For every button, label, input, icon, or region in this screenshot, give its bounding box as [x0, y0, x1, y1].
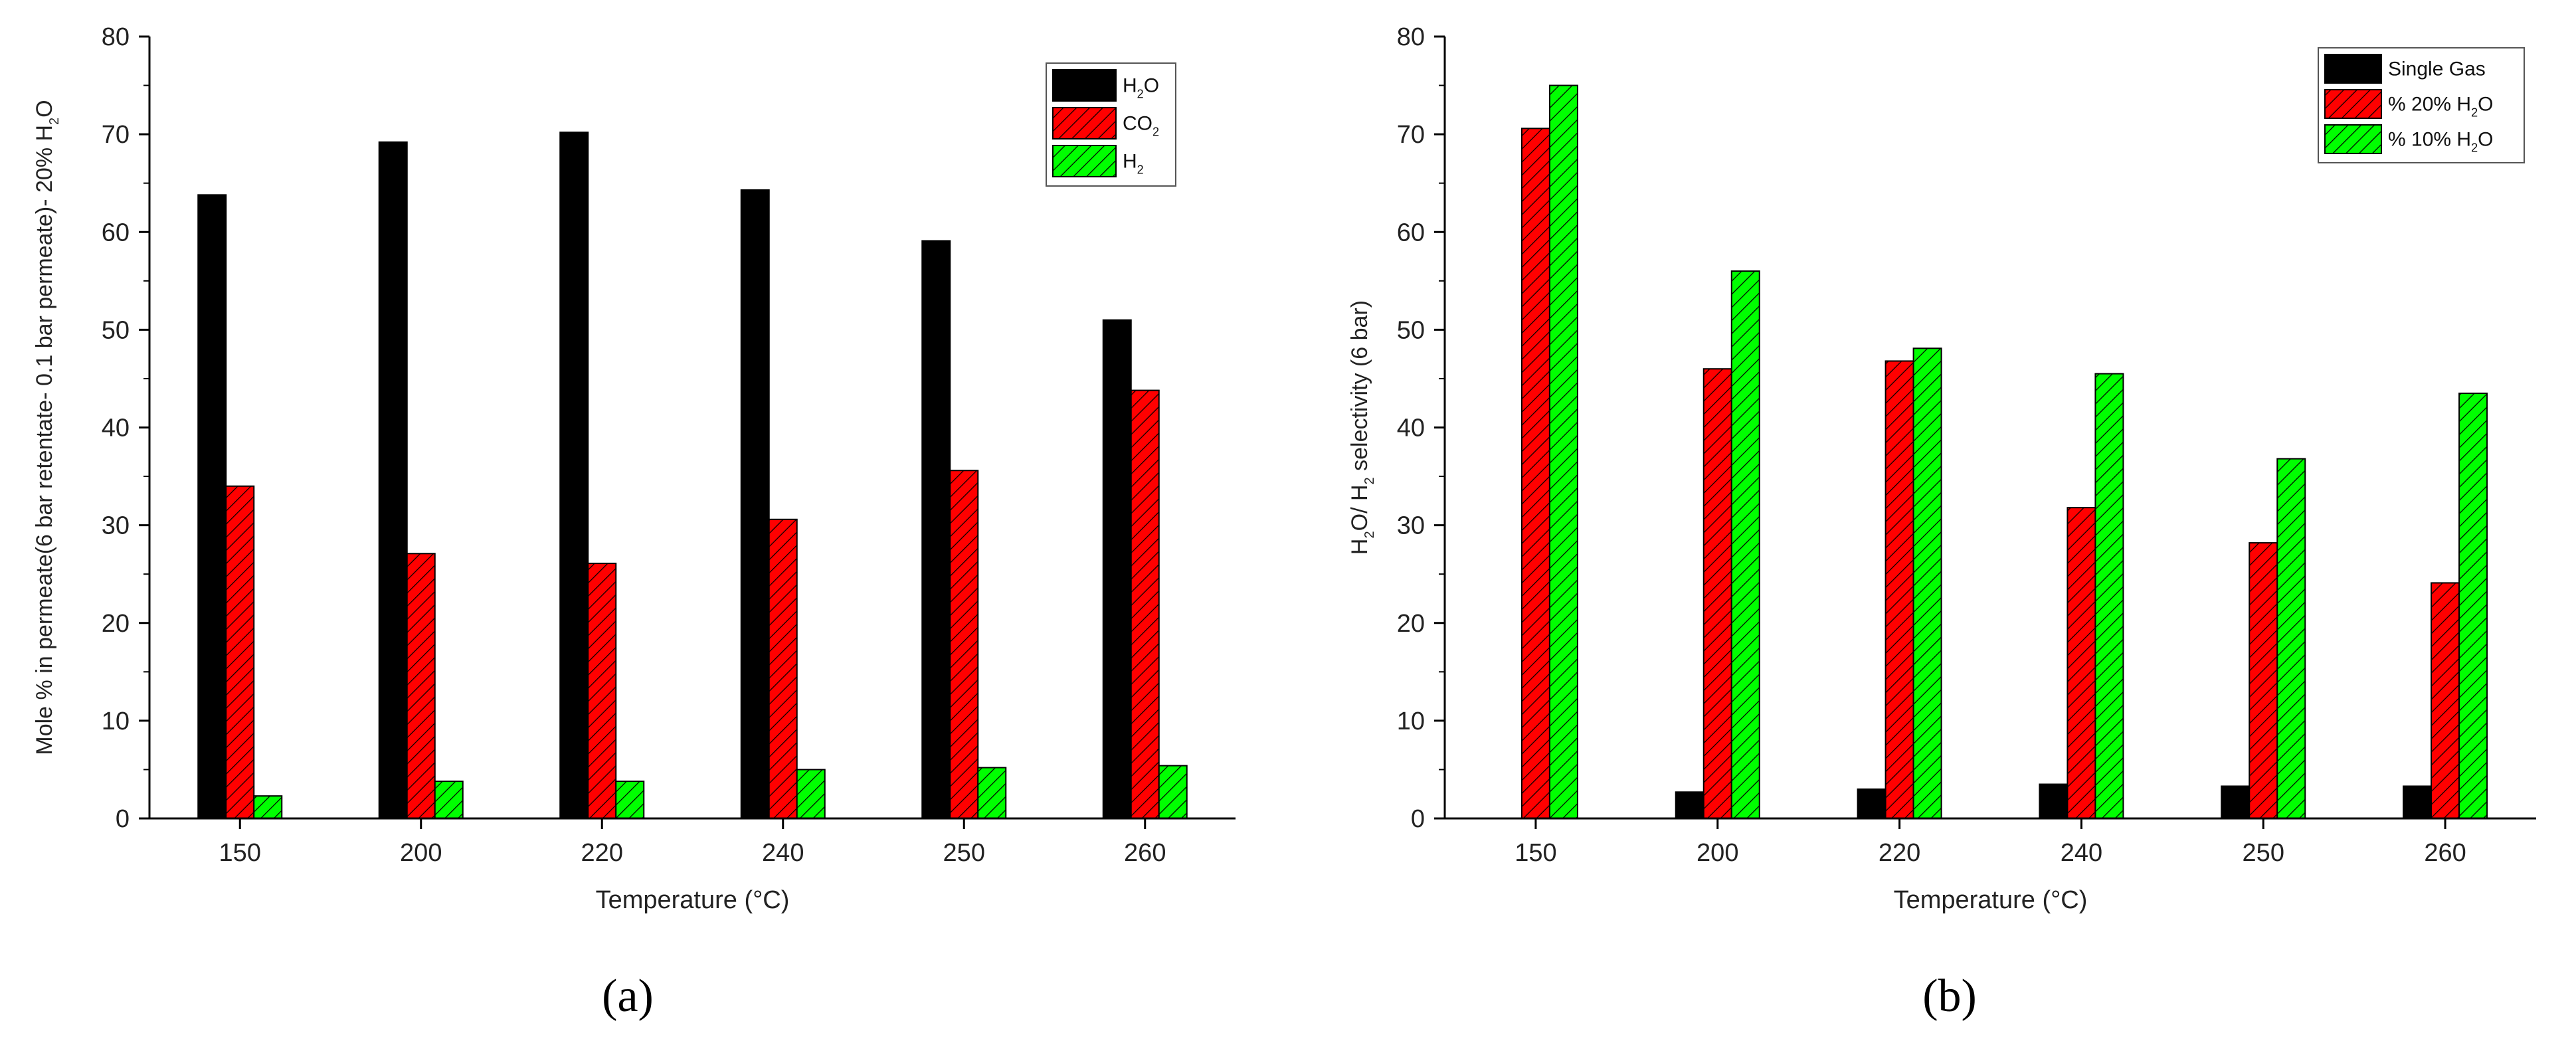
x-tick-label-a-0: 150 [219, 839, 261, 867]
bar-hatch-a-s1-c4 [950, 470, 978, 818]
bar-hatch-a-s1-c0 [226, 486, 254, 818]
y-tick-label-a-8: 80 [102, 23, 130, 51]
bar-hatch-a-s1-c1 [407, 553, 435, 818]
legend-label-a-0: H2O [1123, 75, 1159, 101]
y-tick-label-b-7: 70 [1397, 121, 1425, 149]
x-tick-label-b-4: 250 [2243, 839, 2284, 867]
bar-a-s0-c1 [378, 141, 408, 819]
bar-a-s0-c3 [740, 189, 770, 819]
bar-hatch-b-s1-c4 [2249, 543, 2278, 818]
bar-hatch-b-s2-c0 [1549, 85, 1578, 818]
y-tick-label-b-3: 30 [1397, 512, 1425, 540]
legend-swatch-hatch-b-1 [2325, 90, 2381, 118]
y-tick-label-b-8: 80 [1397, 23, 1425, 51]
legend-swatch-hatch-a-1 [1053, 108, 1116, 139]
x-tick-label-a-1: 200 [400, 839, 442, 867]
bar-hatch-b-s1-c1 [1703, 369, 1732, 818]
y-tick-label-a-3: 30 [102, 512, 130, 540]
bar-hatch-b-s2-c1 [1731, 271, 1760, 819]
y-axis-label-b: H2O/ H2 selectivity (6 bar) [1347, 300, 1377, 555]
x-tick-label-b-3: 240 [2061, 839, 2102, 867]
bar-hatch-b-s1-c5 [2431, 583, 2460, 818]
legend-swatch-hatch-a-2 [1053, 145, 1116, 177]
x-tick-label-a-3: 240 [762, 839, 804, 867]
legend-label-a-1: CO2 [1123, 113, 1159, 139]
y-axis-label-a: Mole % in permeate(6 bar retentate- 0.1 … [32, 100, 62, 755]
x-tick-label-a-4: 250 [943, 839, 985, 867]
bar-hatch-a-s1-c2 [588, 563, 616, 818]
bar-hatch-a-s1-c5 [1131, 390, 1159, 818]
bar-hatch-a-s2-c0 [254, 796, 282, 818]
bar-hatch-a-s2-c4 [978, 767, 1006, 818]
bar-b-s0-c4 [2221, 785, 2251, 819]
bar-hatch-b-s1-c3 [2067, 508, 2096, 818]
bar-hatch-b-s2-c5 [2459, 393, 2488, 818]
y-tick-label-a-7: 70 [102, 121, 130, 149]
y-tick-label-a-4: 40 [102, 415, 130, 442]
y-tick-label-b-0: 0 [1411, 805, 1425, 833]
bar-hatch-a-s1-c3 [769, 519, 797, 818]
legend-swatch-hatch-b-2 [2325, 125, 2381, 153]
x-tick-label-b-2: 220 [1879, 839, 1920, 867]
legend-label-a-2: H2 [1123, 151, 1144, 177]
y-tick-label-b-2: 20 [1397, 610, 1425, 638]
x-tick-label-b-0: 150 [1515, 839, 1556, 867]
legend-label-b-0: Single Gas [2388, 58, 2486, 80]
bar-b-s0-c3 [2039, 783, 2069, 819]
bar-b-s0-c2 [1857, 788, 1886, 820]
bar-a-s0-c2 [559, 132, 589, 819]
y-tick-label-b-6: 60 [1397, 219, 1425, 246]
x-axis-label-b: Temperature (°C) [1894, 886, 2088, 914]
bar-hatch-b-s1-c2 [1885, 361, 1914, 818]
bar-hatch-b-s2-c3 [2095, 373, 2124, 818]
legend-swatch-a-0 [1052, 69, 1117, 102]
legend-label-b-2: % 10% H2O [2388, 129, 2493, 155]
x-axis-label-a: Temperature (°C) [596, 886, 790, 914]
bar-a-s0-c4 [921, 240, 951, 819]
panel-label-b: (b) [1922, 971, 1977, 1022]
x-tick-label-b-1: 200 [1697, 839, 1738, 867]
y-tick-label-a-2: 20 [102, 610, 130, 638]
bar-a-s0-c5 [1102, 319, 1132, 820]
bar-hatch-b-s2-c2 [1913, 348, 1942, 818]
bar-hatch-b-s1-c0 [1521, 128, 1550, 819]
chart-panel-a: 0 10 20 30 40 50 60 70 80 150 200 220 240 250 260 Tempe… [32, 23, 1236, 914]
x-tick-label-b-5: 260 [2424, 839, 2466, 867]
bar-hatch-a-s2-c5 [1158, 765, 1187, 818]
legend-label-b-1: % 20% H2O [2388, 94, 2493, 120]
chart-panel-b: 0 10 20 30 40 50 60 70 80 150 200 220 240 250 260 Tempe… [1347, 23, 2536, 914]
y-tick-label-a-1: 10 [102, 707, 130, 735]
legend-swatch-b-0 [2324, 54, 2382, 84]
panel-label-a: (a) [602, 971, 654, 1022]
y-tick-label-a-5: 50 [102, 316, 130, 344]
bar-b-s0-c1 [1675, 791, 1704, 819]
y-tick-label-b-4: 40 [1397, 415, 1425, 442]
y-tick-label-b-5: 50 [1397, 316, 1425, 344]
bar-b-s0-c5 [2403, 785, 2433, 819]
bar-hatch-a-s2-c3 [796, 769, 825, 818]
y-tick-label-b-1: 10 [1397, 707, 1425, 735]
bar-hatch-a-s2-c1 [434, 781, 463, 818]
bar-hatch-b-s2-c4 [2277, 458, 2306, 818]
y-tick-label-a-6: 60 [102, 219, 130, 246]
bar-a-s0-c0 [197, 194, 227, 819]
y-tick-label-a-0: 0 [116, 805, 130, 833]
x-tick-label-a-5: 260 [1124, 839, 1166, 867]
bar-hatch-a-s2-c2 [616, 781, 644, 818]
x-tick-label-a-2: 220 [581, 839, 623, 867]
